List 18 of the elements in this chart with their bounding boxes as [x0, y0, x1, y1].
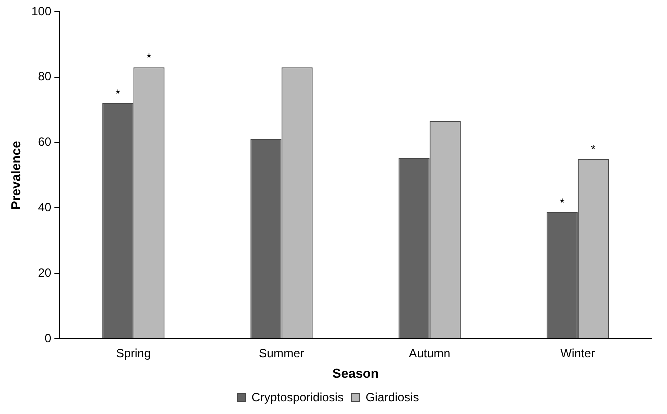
annotation: * [146, 50, 152, 65]
y-tick-label: 0 [44, 331, 52, 346]
annotation: * [116, 86, 121, 101]
y-tick-label: 100 [32, 4, 52, 18]
legend-label: Cryptosporidiosis [252, 390, 344, 404]
x-axis-title: Season [332, 366, 379, 381]
legend-label: Giardiosis [366, 390, 420, 404]
x-tick-label: Autumn [409, 346, 451, 361]
annotation: * [560, 196, 566, 210]
y-tick-label: 20 [38, 266, 52, 280]
x-tick-label: Spring [116, 346, 152, 361]
y-axis-title: Prevalence [8, 141, 24, 210]
annotation: * [591, 142, 596, 156]
y-tick-label: 80 [38, 70, 52, 84]
y-tick-label: 40 [38, 200, 52, 215]
y-tick-label: 60 [38, 135, 52, 150]
x-tick-label: Winter [560, 346, 596, 361]
x-tick-label: Summer [259, 346, 304, 361]
